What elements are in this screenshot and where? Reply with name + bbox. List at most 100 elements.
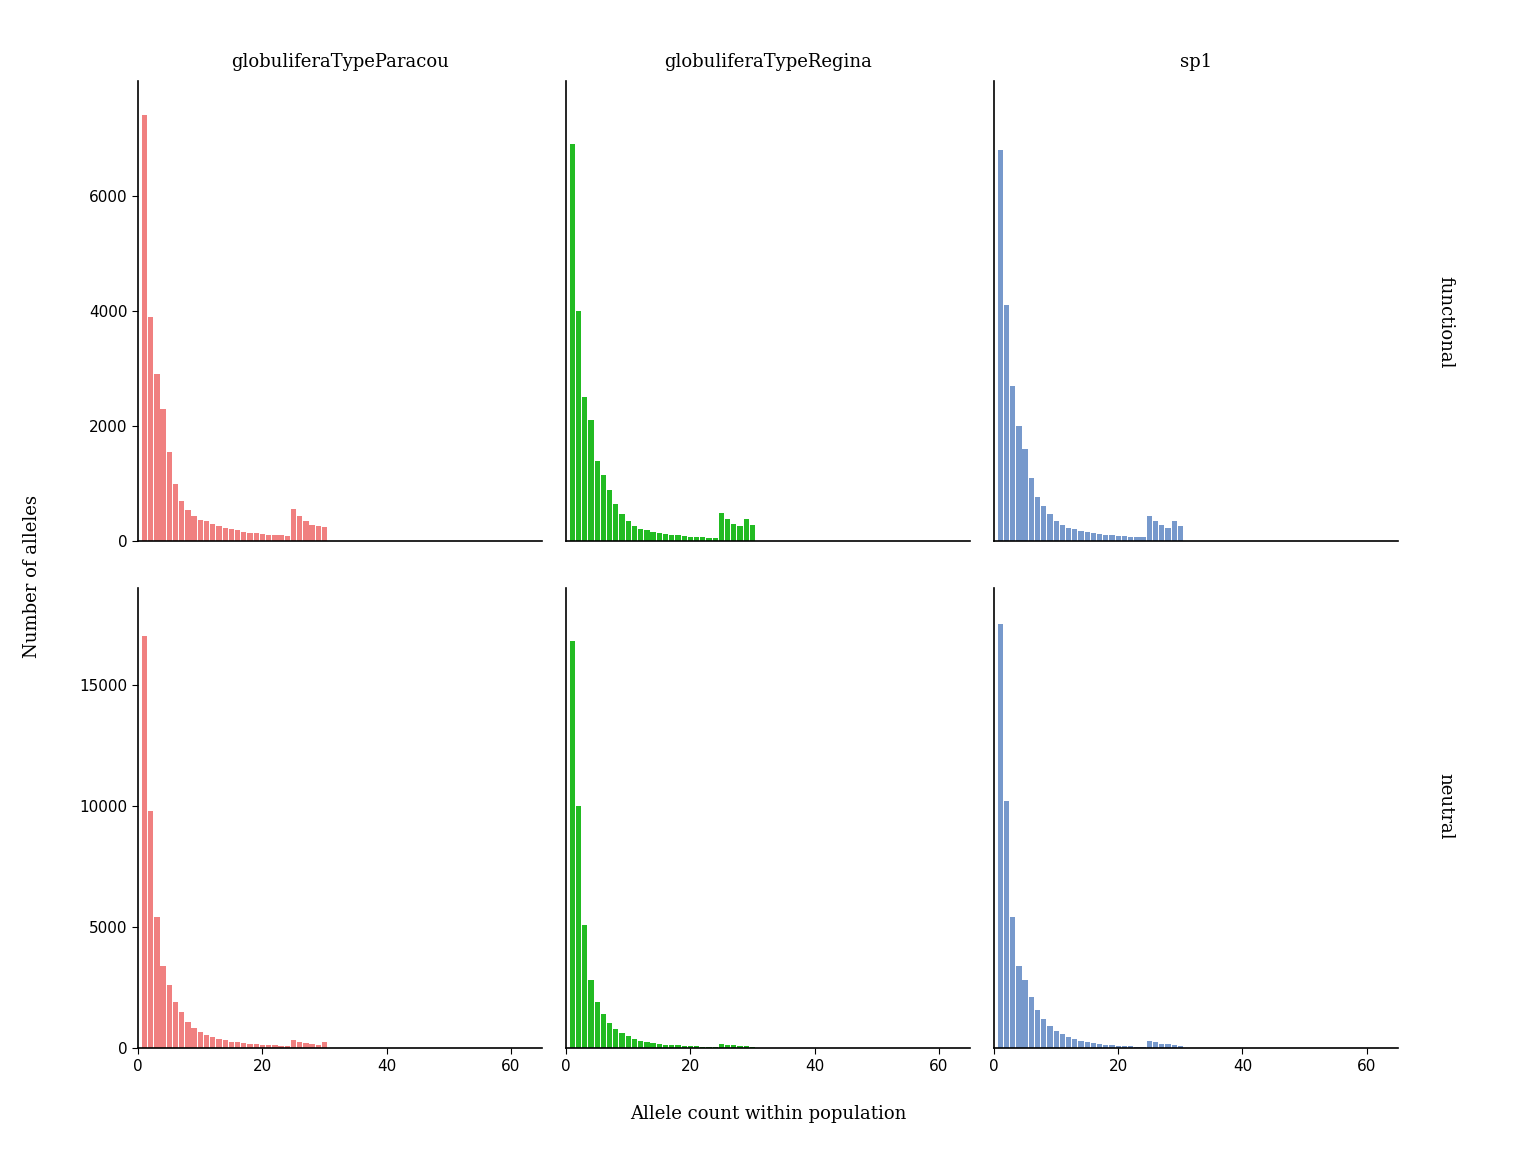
Bar bbox=[278, 1046, 284, 1048]
Bar bbox=[241, 531, 246, 541]
Bar bbox=[1178, 1046, 1183, 1048]
Bar bbox=[316, 525, 321, 541]
Bar bbox=[266, 1045, 272, 1048]
Bar bbox=[1054, 1031, 1058, 1048]
Bar bbox=[731, 1045, 736, 1048]
Bar bbox=[1084, 532, 1091, 541]
Bar bbox=[160, 409, 166, 541]
Bar bbox=[253, 533, 260, 541]
Bar bbox=[316, 1045, 321, 1048]
Bar bbox=[1011, 917, 1015, 1048]
Bar bbox=[1011, 386, 1015, 541]
Bar bbox=[725, 518, 730, 541]
Bar bbox=[223, 528, 227, 541]
Bar bbox=[323, 1041, 327, 1048]
Bar bbox=[1041, 506, 1046, 541]
Bar bbox=[1005, 305, 1009, 541]
Bar bbox=[1048, 1026, 1052, 1048]
Bar bbox=[688, 1046, 693, 1048]
Bar bbox=[625, 521, 631, 541]
Bar bbox=[601, 475, 607, 541]
Bar bbox=[1035, 1009, 1040, 1048]
Bar bbox=[192, 1028, 197, 1048]
Bar bbox=[272, 535, 278, 541]
Bar bbox=[1121, 537, 1127, 541]
Bar bbox=[1060, 525, 1064, 541]
Bar bbox=[1103, 1045, 1109, 1048]
Bar bbox=[290, 509, 296, 541]
Bar bbox=[290, 1040, 296, 1048]
Bar bbox=[688, 537, 693, 541]
Bar bbox=[278, 536, 284, 541]
Bar bbox=[637, 529, 644, 541]
Bar bbox=[998, 624, 1003, 1048]
Bar bbox=[1127, 1046, 1134, 1048]
Bar bbox=[154, 374, 160, 541]
Bar bbox=[303, 1044, 309, 1048]
Bar bbox=[241, 1044, 246, 1048]
Bar bbox=[1166, 528, 1170, 541]
Bar bbox=[998, 150, 1003, 541]
Bar bbox=[1066, 528, 1071, 541]
Bar bbox=[737, 1046, 743, 1048]
Bar bbox=[694, 537, 699, 541]
Bar bbox=[1109, 536, 1115, 541]
Bar bbox=[1103, 535, 1109, 541]
Bar bbox=[229, 530, 233, 541]
Bar bbox=[1115, 1046, 1121, 1048]
Bar bbox=[235, 1043, 240, 1048]
Bar bbox=[613, 503, 619, 541]
Bar bbox=[650, 532, 656, 541]
Bar bbox=[637, 1040, 644, 1048]
Bar bbox=[1134, 1046, 1140, 1048]
Bar bbox=[1097, 1044, 1103, 1048]
Bar bbox=[323, 528, 327, 541]
Bar bbox=[644, 530, 650, 541]
Bar bbox=[594, 1002, 601, 1048]
Bar bbox=[154, 917, 160, 1048]
Text: Allele count within population: Allele count within population bbox=[630, 1105, 906, 1123]
Text: Number of alleles: Number of alleles bbox=[23, 494, 41, 658]
Bar bbox=[676, 1046, 680, 1048]
Bar bbox=[719, 1044, 723, 1048]
Bar bbox=[743, 518, 750, 541]
Bar bbox=[725, 1045, 730, 1048]
Bar bbox=[1060, 1034, 1064, 1048]
Bar bbox=[210, 524, 215, 541]
Bar bbox=[1109, 1045, 1115, 1048]
Bar bbox=[147, 811, 154, 1048]
Title: globuliferaTypeParacou: globuliferaTypeParacou bbox=[230, 53, 449, 70]
Bar bbox=[664, 533, 668, 541]
Bar bbox=[719, 513, 723, 541]
Bar bbox=[650, 1043, 656, 1048]
Bar bbox=[576, 311, 581, 541]
Bar bbox=[582, 397, 587, 541]
Bar bbox=[174, 484, 178, 541]
Bar bbox=[607, 490, 613, 541]
Bar bbox=[1147, 1040, 1152, 1048]
Bar bbox=[272, 1045, 278, 1048]
Bar bbox=[1072, 530, 1077, 541]
Bar bbox=[1172, 521, 1177, 541]
Bar bbox=[588, 980, 593, 1048]
Bar bbox=[260, 533, 266, 541]
Bar bbox=[1154, 1043, 1158, 1048]
Bar bbox=[204, 1034, 209, 1048]
Bar bbox=[160, 965, 166, 1048]
Bar bbox=[210, 1037, 215, 1048]
Bar bbox=[235, 530, 240, 541]
Bar bbox=[700, 537, 705, 541]
Bar bbox=[284, 536, 290, 541]
Bar bbox=[670, 1045, 674, 1048]
Bar bbox=[1097, 533, 1103, 541]
Bar bbox=[1078, 1041, 1084, 1048]
Bar bbox=[682, 1046, 687, 1048]
Bar bbox=[1147, 516, 1152, 541]
Bar bbox=[1072, 1039, 1077, 1048]
Bar bbox=[631, 1039, 637, 1048]
Bar bbox=[309, 1044, 315, 1048]
Bar bbox=[588, 420, 593, 541]
Bar bbox=[247, 532, 252, 541]
Bar bbox=[713, 538, 717, 541]
Bar bbox=[253, 1045, 260, 1048]
